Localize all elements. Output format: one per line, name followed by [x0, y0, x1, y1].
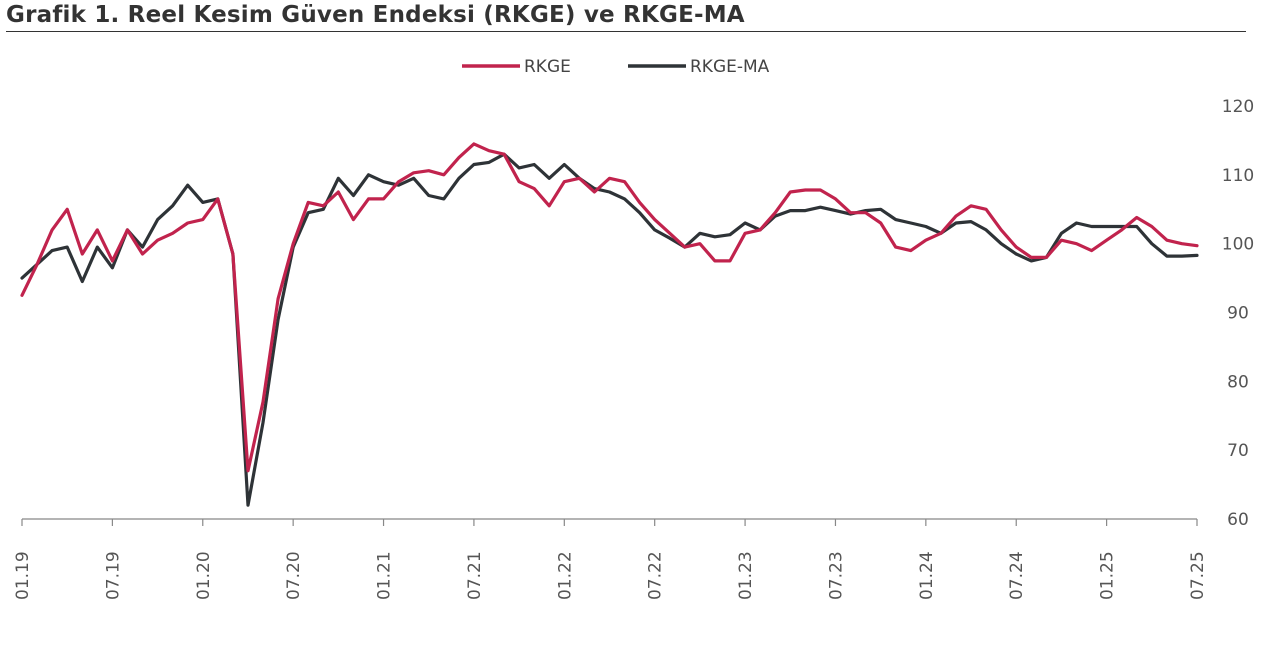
- legend-label-rkge-ma: RKGE-MA: [690, 57, 770, 77]
- y-tick-label: 80: [1227, 372, 1249, 392]
- x-tick-label: 07.22: [646, 551, 666, 600]
- series-line-rkge-ma: [20, 152, 1199, 507]
- x-tick-label: 07.24: [1007, 551, 1027, 600]
- x-tick-label: 01.22: [555, 551, 575, 600]
- y-axis: 60 70 80 90 100 110 120: [1222, 97, 1254, 530]
- x-tick-label: 07.23: [826, 551, 846, 600]
- x-tick-label: 01.20: [194, 551, 214, 600]
- y-tick-label: 60: [1227, 510, 1249, 530]
- x-axis: 01.19 07.19 01.20 07.20 01.21 07.21 01.22 07.22…: [13, 518, 1208, 600]
- x-tick-label: 01.23: [736, 551, 756, 600]
- legend: RKGE RKGE-MA: [462, 57, 770, 77]
- x-tick-label: 01.24: [917, 551, 937, 600]
- y-tick-label: 70: [1227, 441, 1249, 461]
- y-tick-label: 110: [1222, 166, 1254, 186]
- chart-title: Grafik 1. Reel Kesim Güven Endeksi (RKGE…: [6, 2, 745, 28]
- x-tick-label: 01.21: [375, 551, 395, 600]
- series-line-rkge: [20, 142, 1199, 473]
- legend-label-rkge: RKGE: [524, 57, 571, 77]
- x-tick-label: 07.19: [103, 551, 123, 600]
- x-tick-label: 01.19: [13, 551, 33, 600]
- x-tick-label: 01.25: [1098, 551, 1118, 600]
- x-tick-label: 07.20: [284, 551, 304, 600]
- y-tick-label: 90: [1227, 304, 1249, 324]
- y-tick-label: 100: [1222, 235, 1254, 255]
- title-underline: [6, 31, 1246, 32]
- y-tick-label: 120: [1222, 97, 1254, 117]
- series-layer: [20, 142, 1199, 507]
- x-tick-label: 07.25: [1188, 551, 1208, 600]
- x-tick-label: 07.21: [465, 551, 485, 600]
